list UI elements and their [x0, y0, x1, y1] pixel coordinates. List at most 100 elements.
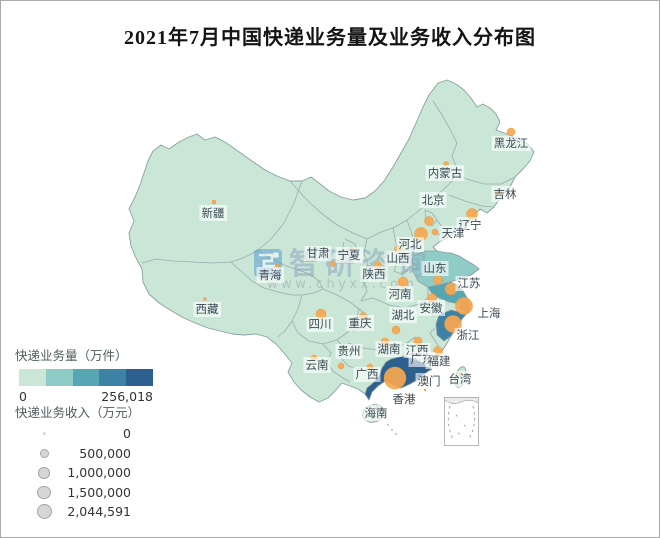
province-label: 海南: [365, 406, 388, 420]
revenue-size-rows: 0 500,000 1,000,000 1,500,000 2,044,591: [15, 424, 167, 522]
province-label: 北京: [422, 193, 445, 207]
province-label: 贵州: [338, 345, 361, 358]
province-label-bg: [360, 266, 388, 282]
province-circle[interactable]: [423, 388, 427, 392]
province-label: 香港: [393, 393, 416, 406]
province-circle[interactable]: [444, 282, 458, 296]
province-label-bg: [425, 165, 465, 181]
province-label-bg: [491, 136, 531, 151]
province-label: 云南: [306, 358, 329, 372]
volume-minmax: 0 256,018: [19, 389, 153, 404]
province-label-bg: [396, 237, 424, 252]
volume-legend-title: 快递业务量（万件）: [15, 349, 128, 363]
province-label: 山东: [424, 262, 447, 275]
revenue-legend-circle: [36, 504, 52, 520]
province-label-bg: [415, 373, 443, 389]
province-circle[interactable]: [431, 228, 439, 236]
province-label-bg: [419, 192, 447, 208]
revenue-legend-circle: [38, 467, 50, 479]
province-label-bg: [346, 315, 374, 331]
province-circle[interactable]: [397, 276, 409, 288]
revenue-legend-row: 2,044,591: [15, 502, 167, 522]
province-label: 浙江: [457, 329, 480, 342]
province-circle[interactable]: [433, 275, 443, 285]
province-label-bg: [303, 357, 331, 373]
revenue-legend-value: 500,000: [79, 445, 131, 461]
province-label-bg: [491, 186, 519, 202]
revenue-legend-row: 0: [15, 424, 167, 444]
volume-bar-segment: [19, 369, 46, 386]
province-label: 广西: [356, 368, 379, 381]
province-label-bg: [390, 392, 418, 407]
province-label-bg: [193, 302, 221, 317]
province-label-bg: [335, 247, 363, 263]
province-circle[interactable]: [391, 325, 401, 335]
volume-bar-segment: [45, 369, 73, 386]
province-label: 宁夏: [338, 248, 361, 262]
province-label-bg: [455, 276, 483, 291]
volume-bar-segment: [99, 369, 127, 386]
province-label: 河北: [399, 238, 422, 251]
province-label-bg: [362, 405, 390, 421]
province-label: 内蒙古: [428, 166, 463, 180]
province-label-bg: [417, 300, 445, 316]
province-label: 新疆: [202, 206, 225, 220]
province-label-bg: [421, 261, 449, 276]
province-label-bg: [425, 353, 453, 369]
province-label: 重庆: [349, 316, 372, 330]
revenue-legend-value: 1,000,000: [67, 465, 131, 481]
province-label-bg: [384, 251, 412, 266]
volume-bar-segment: [126, 369, 153, 386]
province-label: 黑龙江: [494, 137, 529, 150]
province-label-bg: [439, 226, 467, 241]
province-label: 安徽: [420, 301, 443, 315]
minor-islands: [387, 424, 397, 435]
province-label: 台湾: [449, 372, 472, 386]
province-label-bg: [454, 328, 482, 343]
province-label: 陕西: [363, 267, 386, 281]
province-label: 吉林: [494, 187, 517, 201]
province-label-bg: [475, 305, 503, 321]
province-circle[interactable]: [455, 297, 473, 315]
province-label-bg: [304, 246, 332, 261]
revenue-legend-row: 1,000,000: [15, 463, 167, 483]
revenue-legend-row: 500,000: [15, 444, 167, 464]
revenue-legend-row: 1,500,000: [15, 483, 167, 503]
province-circle[interactable]: [330, 261, 336, 267]
province-label-bg: [353, 367, 381, 382]
legend: 快递业务量（万件） 0 256,018 快递业务收入（万元） 0 500,000 1…: [15, 349, 167, 522]
province-circle[interactable]: [383, 366, 407, 390]
province-circle[interactable]: [337, 362, 345, 370]
province-label: 西藏: [196, 303, 219, 316]
province-label: 甘肃: [307, 247, 330, 260]
revenue-legend-circle: [39, 448, 49, 458]
province-label-bg: [335, 344, 363, 359]
volume-bar-segment: [72, 369, 100, 386]
revenue-legend-value: 1,500,000: [67, 484, 131, 500]
south-china-sea-inset: [444, 397, 479, 446]
province-label-bg: [256, 267, 284, 283]
province-label: 上海: [478, 306, 501, 320]
volume-color-bar: [19, 369, 153, 386]
province-label-bg: [446, 371, 474, 387]
province-label-bg: [306, 317, 334, 332]
province-circle[interactable]: [203, 297, 207, 301]
revenue-legend-value: 0: [123, 426, 131, 442]
province-label: 澳门: [418, 374, 441, 388]
volume-max-label: 256,018: [101, 389, 153, 404]
province-label-bg: [389, 307, 417, 323]
province-label-bg: [386, 286, 414, 302]
revenue-legend-circle: [37, 485, 51, 499]
province-circle[interactable]: [424, 216, 434, 226]
revenue-legend-circle: [42, 432, 46, 436]
province-label-bg: [199, 205, 227, 221]
province-label: 天津: [442, 227, 465, 240]
province-circle[interactable]: [211, 199, 217, 205]
province-circle[interactable]: [506, 127, 516, 137]
province-label: 山西: [387, 252, 410, 265]
province-label: 青海: [259, 268, 282, 282]
province-label: 湖北: [392, 308, 415, 322]
province-label-bg: [375, 341, 403, 357]
